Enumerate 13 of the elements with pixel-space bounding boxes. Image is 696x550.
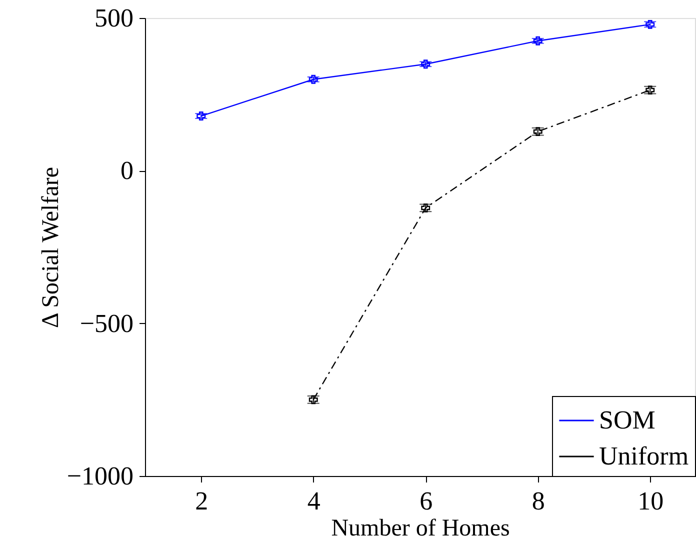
y-tick-label: 0: [120, 156, 134, 186]
y-tick-label: 500: [94, 4, 134, 32]
y-tick-label: −1000: [66, 462, 134, 490]
x-tick-label: 4: [307, 486, 320, 516]
y-tick-label: −500: [80, 308, 134, 338]
x-tick-label: 8: [532, 486, 545, 516]
x-tick-label: 10: [638, 486, 664, 516]
legend-label: SOM: [599, 406, 656, 434]
y-axis-title: Δ Social Welfare: [38, 166, 64, 328]
x-axis-title: Number of Homes: [331, 516, 510, 542]
x-tick-label: 2: [195, 486, 208, 516]
x-tick-label: 6: [420, 486, 433, 516]
legend-label: Uniform: [599, 442, 689, 470]
